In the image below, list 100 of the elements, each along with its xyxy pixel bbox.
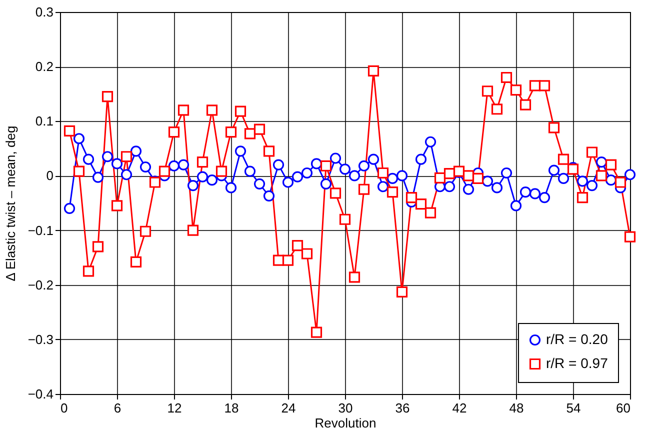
- point: [472, 172, 484, 184]
- point: [377, 167, 389, 179]
- x-tick-label: 18: [224, 400, 239, 416]
- point: [558, 154, 570, 165]
- point: [386, 172, 398, 184]
- point: [206, 174, 218, 186]
- point: [73, 166, 85, 177]
- y-tick-label: −0.2: [28, 277, 54, 292]
- point: [263, 190, 275, 202]
- point: [102, 151, 114, 162]
- point: [396, 170, 408, 182]
- point: [576, 176, 588, 187]
- point: [339, 214, 351, 225]
- point: [500, 72, 512, 84]
- point: [292, 171, 304, 182]
- point: [178, 104, 190, 116]
- point: [358, 184, 370, 195]
- point: [187, 224, 199, 236]
- y-tick-label: 0.2: [35, 59, 54, 74]
- legend-label: r/R = 0.20: [546, 331, 608, 347]
- point: [624, 169, 636, 180]
- point: [216, 166, 228, 177]
- point: [330, 152, 342, 164]
- point: [168, 160, 180, 172]
- point: [444, 181, 456, 192]
- point: [244, 166, 256, 177]
- point: [520, 186, 532, 198]
- y-tick-label: 0.3: [35, 4, 54, 20]
- y-tick-label: −0.1: [28, 222, 54, 238]
- point: [301, 248, 313, 260]
- x-tick-label: 60: [616, 400, 630, 416]
- x-tick-label: 48: [509, 400, 524, 416]
- point: [92, 241, 104, 252]
- point: [605, 159, 617, 170]
- point: [130, 146, 142, 157]
- point: [348, 170, 360, 182]
- point: [614, 176, 626, 188]
- point: [529, 188, 541, 200]
- point: [586, 180, 598, 192]
- point: [225, 182, 237, 194]
- point: [510, 84, 522, 96]
- point: [196, 156, 208, 168]
- point: [111, 158, 123, 170]
- point: [358, 160, 370, 172]
- point: [424, 207, 436, 218]
- point: [538, 192, 550, 204]
- point: [491, 104, 503, 115]
- y-tick-label: 0: [46, 168, 54, 184]
- y-tick-label: 0.1: [35, 114, 54, 129]
- point: [310, 158, 322, 170]
- y-tick-label: −0.3: [28, 332, 54, 347]
- point: [120, 151, 132, 162]
- point: [596, 156, 608, 168]
- point: [301, 167, 313, 179]
- x-tick-label: 24: [281, 400, 296, 416]
- point: [377, 181, 389, 192]
- point: [82, 266, 94, 277]
- point: [510, 200, 522, 212]
- point: [64, 125, 76, 137]
- point: [92, 172, 104, 183]
- point: [178, 159, 190, 170]
- point: [576, 192, 588, 204]
- point: [244, 128, 256, 140]
- point: [234, 106, 246, 117]
- point: [500, 167, 512, 179]
- point: [415, 198, 427, 210]
- point: [348, 272, 360, 283]
- point: [548, 122, 560, 134]
- point: [396, 286, 408, 298]
- x-tick-label: 12: [167, 400, 182, 416]
- point: [424, 136, 436, 148]
- point: [158, 166, 170, 177]
- point: [548, 164, 560, 176]
- x-tick-label: 30: [338, 400, 353, 416]
- point: [482, 86, 494, 97]
- point: [330, 188, 342, 199]
- x-axis-title: Revolution: [314, 416, 376, 430]
- x-tick-label: 36: [395, 400, 410, 416]
- point: [102, 91, 114, 102]
- point: [282, 176, 294, 188]
- point: [415, 154, 427, 165]
- point: [254, 124, 266, 135]
- point: [586, 146, 598, 158]
- point: [320, 178, 332, 190]
- x-tick-label: 6: [114, 400, 122, 416]
- point: [282, 254, 294, 266]
- point: [386, 186, 398, 198]
- point: [140, 161, 152, 173]
- point: [120, 169, 132, 180]
- point: [624, 231, 636, 242]
- point: [520, 99, 532, 110]
- point: [538, 80, 550, 92]
- point: [406, 192, 418, 204]
- point: [263, 146, 275, 157]
- x-tick-label: 0: [60, 400, 68, 416]
- point: [596, 170, 608, 182]
- point: [168, 126, 180, 138]
- point: [462, 184, 474, 195]
- point: [234, 146, 246, 157]
- y-axis-title: Δ Elastic twist – mean, deg: [2, 126, 18, 282]
